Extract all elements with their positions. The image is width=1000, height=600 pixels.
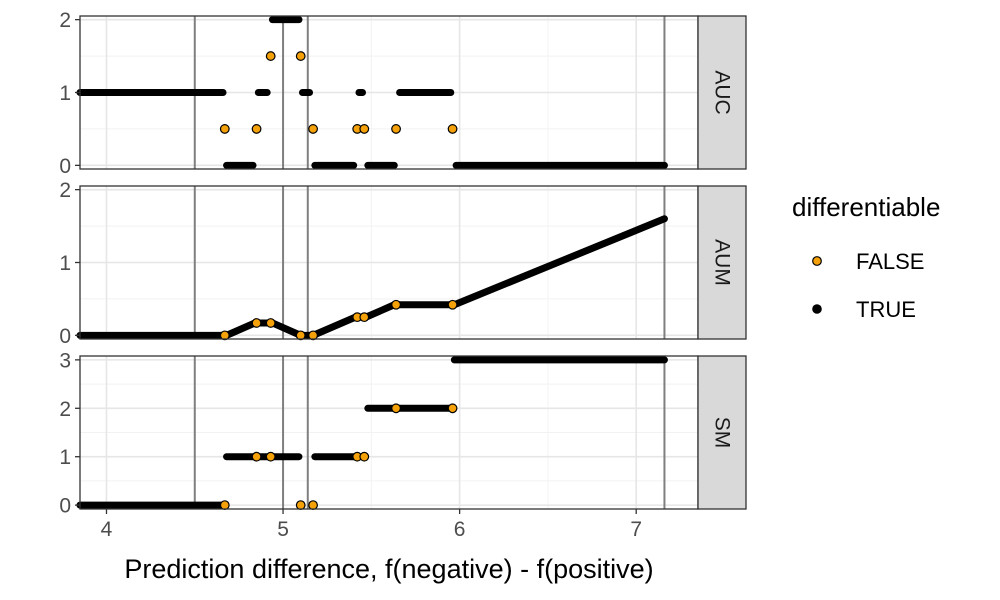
legend-entries: FALSE TRUE [812, 249, 924, 322]
false-point [391, 124, 401, 134]
legend-key-true [812, 304, 822, 314]
false-point [219, 330, 230, 341]
false-point [219, 500, 230, 511]
facet-strip [697, 355, 747, 510]
false-point [219, 124, 230, 134]
false-point [251, 124, 262, 134]
y-tick-label: 0 [59, 155, 71, 178]
panel-sm: 0 1 2 3 SM [59, 349, 747, 518]
legend-key-false [812, 256, 822, 266]
legend-label-false: FALSE [856, 249, 924, 274]
false-point [251, 451, 262, 462]
x-tick-label: 4 [101, 518, 113, 541]
false-point [308, 330, 318, 341]
false-point [359, 312, 370, 323]
y-tick-label: 1 [59, 252, 71, 275]
y-tick-label: 2 [59, 398, 71, 421]
y-tick-label: 1 [59, 446, 71, 469]
false-point [447, 124, 458, 134]
false-point [308, 500, 318, 511]
legend-title: differentiable [792, 192, 940, 222]
y-tick-label: 2 [59, 179, 71, 202]
y-tick-label: 0 [59, 495, 71, 518]
false-point [265, 51, 276, 61]
false-point [391, 299, 401, 310]
y-tick-label: 1 [59, 82, 71, 105]
facet-strip [697, 185, 747, 340]
true-point-run [450, 215, 668, 309]
legend: differentiable FALSE TRUE [792, 192, 940, 322]
facet-strip [697, 15, 747, 170]
true-point-run [223, 319, 259, 339]
false-point [308, 124, 318, 134]
x-axis-title: Prediction difference, f(negative) - f(p… [124, 554, 653, 584]
true-point-run [268, 319, 303, 339]
false-point [251, 318, 262, 328]
false-point [447, 299, 458, 310]
facet-label-sm: SM [711, 417, 734, 449]
panel-aum: 0 1 2 AUM [59, 179, 747, 348]
x-tick-label: 6 [454, 518, 466, 541]
x-tick-label: 7 [630, 518, 642, 541]
y-tick-label: 3 [59, 349, 71, 372]
panels: 0 1 2 AUC 0 1 2 AUM 0 1 2 3 SM [59, 9, 747, 518]
y-tick-label: 2 [59, 9, 71, 32]
facet-label-auc: AUC [711, 70, 734, 114]
false-point [295, 330, 306, 341]
x-tick-label: 5 [277, 518, 289, 541]
x-axis: 4 5 6 7 [101, 509, 642, 541]
panel-auc: 0 1 2 AUC [59, 9, 747, 178]
false-point [391, 403, 401, 414]
false-point [265, 451, 276, 462]
true-point-run [311, 313, 359, 339]
false-point [295, 500, 306, 511]
false-point [359, 451, 370, 462]
legend-label-true: TRUE [856, 297, 916, 322]
y-tick-label: 0 [59, 325, 71, 348]
true-point-run [362, 301, 398, 321]
false-point [265, 318, 276, 328]
facet-label-aum: AUM [711, 239, 734, 286]
false-point [359, 124, 370, 134]
false-point [295, 51, 306, 61]
false-point [447, 403, 458, 414]
